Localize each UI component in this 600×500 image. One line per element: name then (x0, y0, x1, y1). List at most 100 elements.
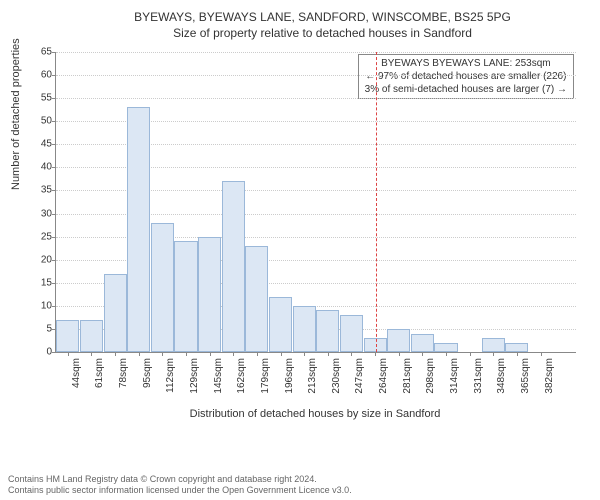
xtick-label: 78sqm (118, 358, 129, 388)
xtick-mark (422, 352, 423, 356)
xtick-mark (115, 352, 116, 356)
ytick-label: 60 (28, 70, 52, 81)
xtick-mark (493, 352, 494, 356)
xtick-mark (139, 352, 140, 356)
histogram-bar (482, 338, 505, 352)
histogram-bar (269, 297, 292, 352)
histogram-bar (387, 329, 410, 352)
ytick-label: 50 (28, 116, 52, 127)
y-axis-label: Number of detached properties (10, 38, 22, 190)
xtick-mark (351, 352, 352, 356)
annotation-line3: 3% of semi-detached houses are larger (7… (365, 83, 567, 96)
xtick-mark (328, 352, 329, 356)
histogram-bar (434, 343, 457, 352)
xtick-mark (91, 352, 92, 356)
gridline-h (56, 98, 576, 99)
footer-line1: Contains HM Land Registry data © Crown c… (8, 474, 352, 485)
histogram-bar (174, 241, 197, 352)
xtick-label: 162sqm (236, 358, 247, 394)
ytick-mark (52, 237, 56, 238)
xtick-label: 112sqm (165, 358, 176, 393)
ytick-label: 45 (28, 139, 52, 150)
xtick-mark (210, 352, 211, 356)
ytick-mark (52, 121, 56, 122)
xtick-mark (233, 352, 234, 356)
ytick-mark (52, 214, 56, 215)
xtick-label: 129sqm (189, 358, 200, 394)
xtick-mark (162, 352, 163, 356)
ytick-label: 25 (28, 231, 52, 242)
xtick-mark (470, 352, 471, 356)
xtick-mark (68, 352, 69, 356)
histogram-bar (80, 320, 103, 352)
histogram-bar (222, 181, 245, 352)
xtick-label: 298sqm (425, 358, 436, 394)
xtick-mark (281, 352, 282, 356)
xtick-label: 348sqm (496, 358, 507, 394)
ytick-mark (52, 260, 56, 261)
histogram-bar (411, 334, 434, 352)
xtick-label: 95sqm (142, 358, 153, 388)
ytick-mark (52, 190, 56, 191)
xtick-label: 61sqm (94, 358, 105, 388)
plot-area: BYEWAYS BYEWAYS LANE: 253sqm ← 97% of de… (55, 52, 576, 353)
histogram-bar (505, 343, 528, 352)
footer-attribution: Contains HM Land Registry data © Crown c… (8, 474, 352, 496)
ytick-label: 35 (28, 185, 52, 196)
ytick-mark (52, 98, 56, 99)
histogram-bar (340, 315, 363, 352)
reference-line (376, 52, 377, 352)
x-axis-label: Distribution of detached houses by size … (55, 408, 575, 420)
xtick-label: 281sqm (402, 358, 413, 394)
xtick-label: 213sqm (307, 358, 318, 394)
xtick-label: 145sqm (213, 358, 224, 394)
xtick-label: 247sqm (354, 358, 365, 394)
histogram-bar (127, 107, 150, 352)
ytick-label: 10 (28, 300, 52, 311)
xtick-mark (375, 352, 376, 356)
ytick-label: 40 (28, 162, 52, 173)
chart-container: BYEWAYS, BYEWAYS LANE, SANDFORD, WINSCOM… (55, 10, 590, 420)
ytick-label: 20 (28, 254, 52, 265)
xtick-label: 179sqm (260, 358, 271, 394)
xtick-mark (186, 352, 187, 356)
xtick-label: 382sqm (544, 358, 555, 394)
gridline-h (56, 52, 576, 53)
ytick-label: 30 (28, 208, 52, 219)
xtick-label: 44sqm (71, 358, 82, 388)
histogram-bar (293, 306, 316, 352)
xtick-label: 365sqm (520, 358, 531, 394)
annotation-box: BYEWAYS BYEWAYS LANE: 253sqm ← 97% of de… (358, 54, 574, 99)
ytick-label: 5 (28, 323, 52, 334)
annotation-line2: ← 97% of detached houses are smaller (22… (365, 70, 567, 83)
ytick-label: 55 (28, 93, 52, 104)
ytick-label: 15 (28, 277, 52, 288)
histogram-bar (198, 237, 221, 352)
histogram-bar (151, 223, 174, 352)
xtick-mark (541, 352, 542, 356)
chart-title-line1: BYEWAYS, BYEWAYS LANE, SANDFORD, WINSCOM… (55, 10, 590, 24)
ytick-mark (52, 144, 56, 145)
xtick-mark (304, 352, 305, 356)
xtick-label: 230sqm (331, 358, 342, 394)
ytick-mark (52, 306, 56, 307)
histogram-bar (56, 320, 79, 352)
histogram-bar (245, 246, 268, 352)
ytick-mark (52, 52, 56, 53)
footer-line2: Contains public sector information licen… (8, 485, 352, 496)
ytick-label: 65 (28, 47, 52, 58)
ytick-mark (52, 75, 56, 76)
ytick-mark (52, 352, 56, 353)
ytick-mark (52, 283, 56, 284)
xtick-label: 331sqm (473, 358, 484, 394)
xtick-mark (257, 352, 258, 356)
xtick-label: 196sqm (284, 358, 295, 394)
ytick-mark (52, 167, 56, 168)
ytick-label: 0 (28, 347, 52, 358)
xtick-mark (399, 352, 400, 356)
chart-title-line2: Size of property relative to detached ho… (55, 26, 590, 40)
gridline-h (56, 75, 576, 76)
xtick-label: 314sqm (449, 358, 460, 394)
histogram-bar (316, 310, 339, 352)
xtick-label: 264sqm (378, 358, 389, 394)
